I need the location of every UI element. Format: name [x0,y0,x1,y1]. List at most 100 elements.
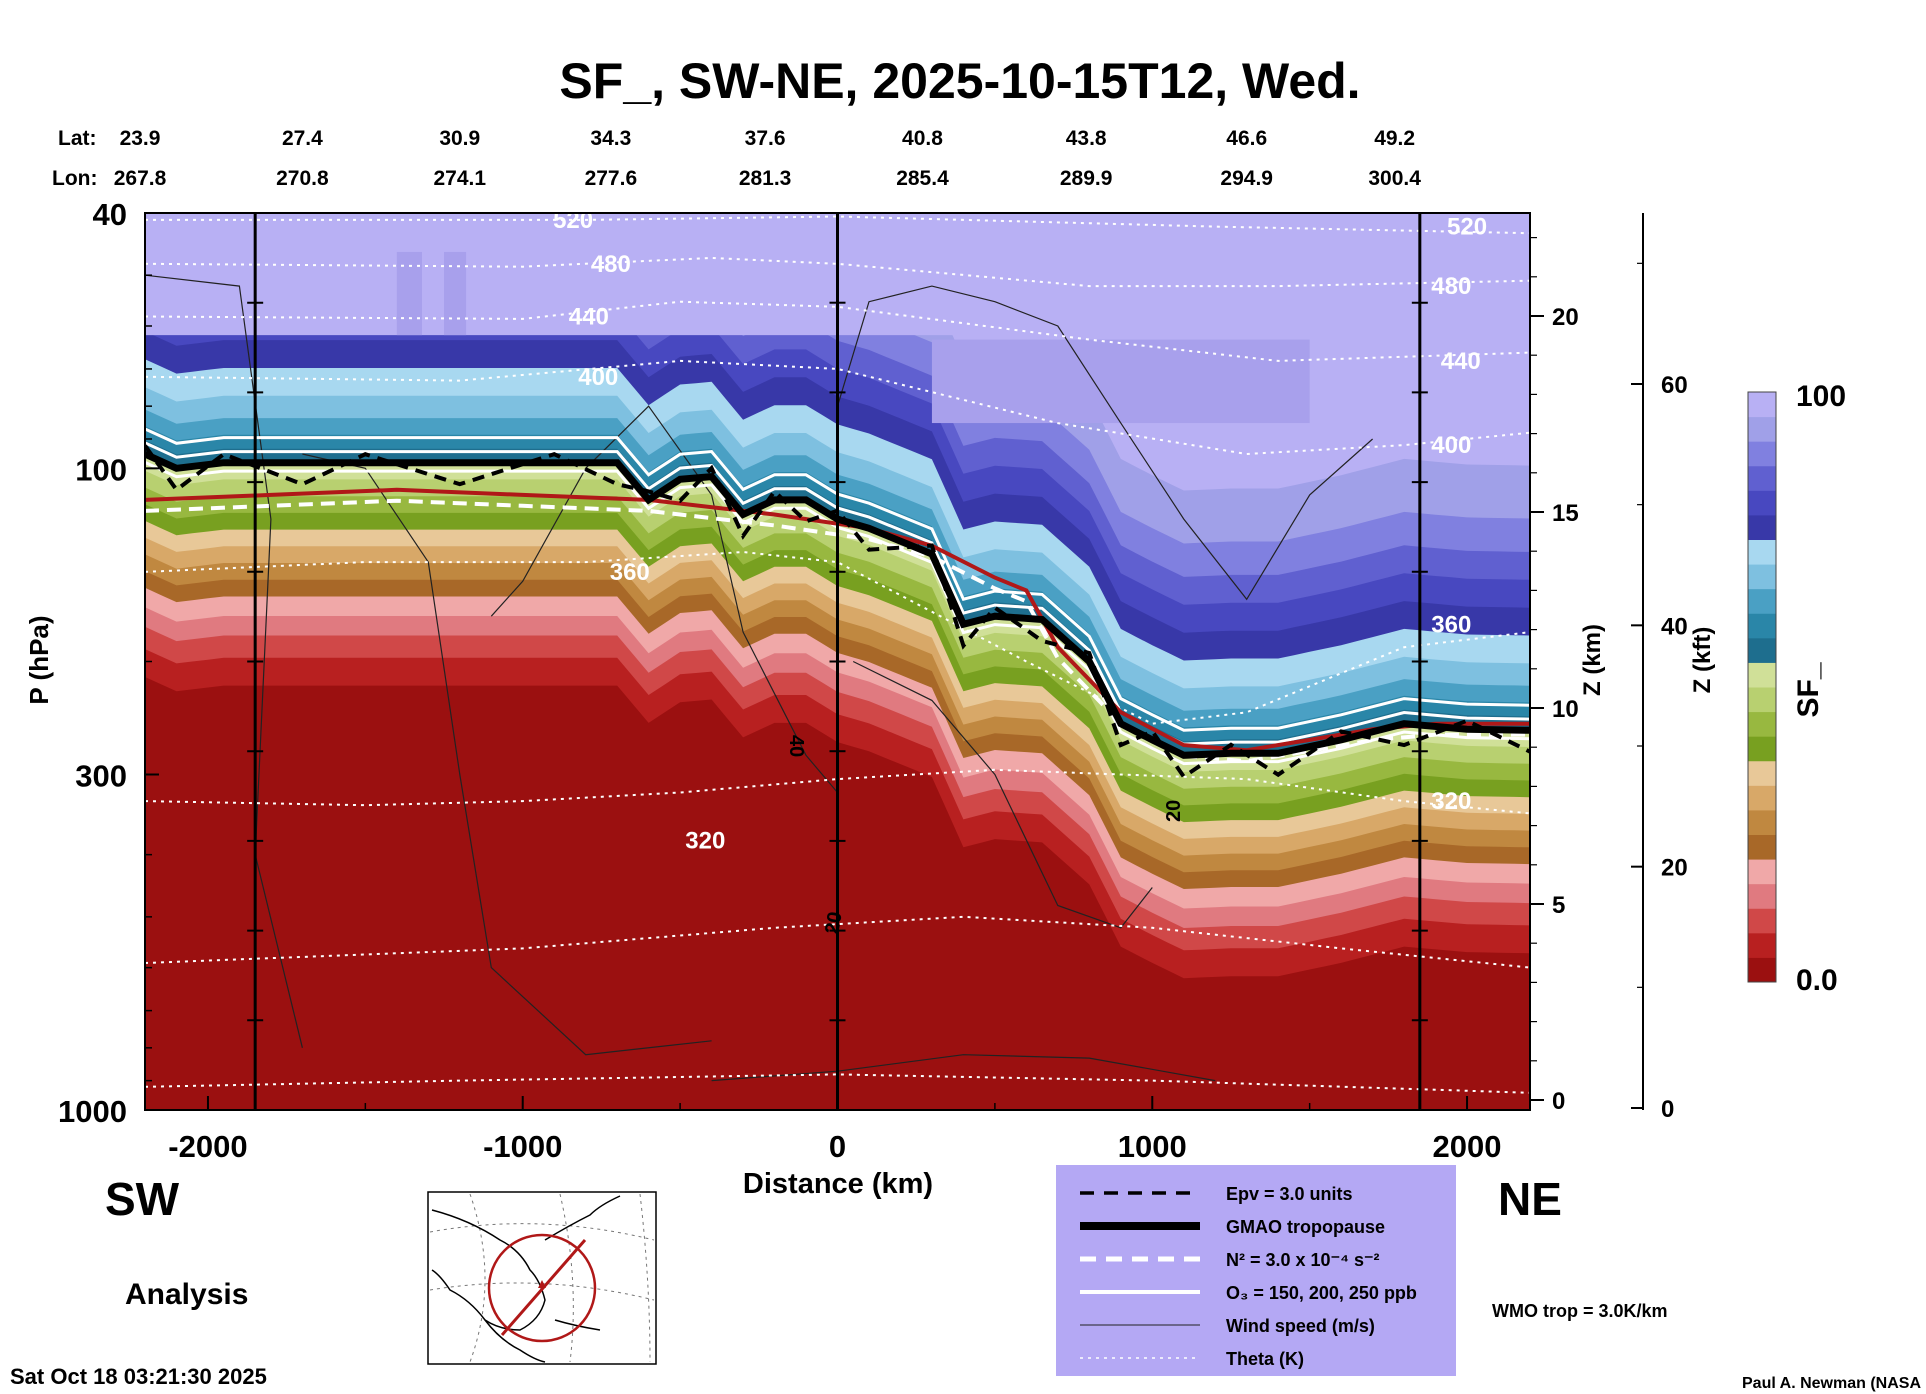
wind-contour [852,660,1153,929]
y-tick-label: 300 [75,758,127,793]
legend-label: Wind speed (m/s) [1226,1316,1375,1336]
lon-value: 294.9 [1220,167,1273,190]
colorbar-swatch [1748,416,1776,442]
theta-label: 440 [1441,348,1481,375]
lat-value: 27.4 [282,127,323,150]
y-axis-pressure: 40 100 300 1000 [58,197,159,1129]
colorbar-swatch [1748,760,1776,786]
z-kft-tick-label: 20 [1661,855,1688,882]
colorbar-swatch [1748,809,1776,835]
lon-value: 300.4 [1368,167,1421,190]
wind-contour [145,274,303,1048]
theta-label: 480 [591,251,631,278]
legend-label: O₃ = 150, 200, 250 ppb [1226,1283,1417,1303]
theta-contour [145,915,1530,969]
colorbar [1747,391,1777,983]
lon-value: 277.6 [585,167,638,190]
sw-label: SW [105,1173,180,1225]
lat-value: 49.2 [1374,127,1415,150]
lat-lon-row: 23.9 267.8 27.4 270.8 30.9 274.1 34.3 277.6 37.6… [114,127,1422,190]
theta-label: 520 [553,207,593,234]
legend-label: Theta (K) [1226,1349,1304,1369]
wind-label-2: 20 [821,910,847,936]
lon-value: 289.9 [1060,167,1113,190]
lon-value: 270.8 [276,167,329,190]
x-axis-label: Distance (km) [743,1168,933,1200]
z-kft-label: Z (kft) [1689,627,1716,694]
colorbar-swatch [1748,687,1776,713]
y-axis-label: P (hPa) [24,615,54,704]
legend-label: Epv = 3.0 units [1226,1184,1353,1204]
legend: Epv = 3.0 units GMAO tropopause N² = 3.0 x… [1056,1165,1456,1376]
wmo-tropopause-line [145,487,1530,753]
y-tick-label: 100 [75,452,127,487]
colorbar-swatch [1748,564,1776,590]
theta-contour [145,300,1530,362]
lat-value: 30.9 [439,127,480,150]
z-km-tick-label: 10 [1552,696,1579,723]
z-kft-tick-label: 60 [1661,372,1688,399]
z-kft-tick-label: 40 [1661,613,1688,640]
z-kft-tick-label: 0 [1661,1096,1674,1123]
y-tick-label: 1000 [58,1094,127,1129]
colorbar-swatch [1748,441,1776,467]
z-km-tick-label: 15 [1552,500,1579,527]
ne-label: NE [1498,1173,1562,1225]
colorbar-swatch [1748,883,1776,909]
x-axis: -2000 -1000 0 1000 2000 [168,1096,1502,1164]
theta-contours [145,215,1530,1094]
colorbar-swatch [1748,785,1776,811]
wmo-label: WMO trop = 3.0K/km [1492,1301,1668,1321]
colorbar-swatch [1748,490,1776,516]
legend-label: GMAO tropopause [1226,1217,1385,1237]
colorbar-label: SF_ [1792,662,1825,717]
theta-label: 320 [685,827,725,854]
x-tick-label: 2000 [1433,1129,1502,1164]
y-axis-z-kft: 60 40 20 0 [1631,213,1688,1123]
credit: Paul A. Newman (NASA [1742,1375,1921,1392]
theta-label: 360 [1431,611,1471,638]
theta-contour [145,550,1530,725]
wind-contour [302,453,712,1056]
x-tick-label: 0 [829,1129,846,1164]
sf-patch [444,251,467,336]
vertical-reference-lines [247,213,1428,1110]
colorbar-swatch [1748,957,1776,983]
globe-map-icon [427,1191,657,1365]
lat-label: Lat: [58,127,97,150]
gmao-tropopause-line [145,450,1530,759]
lon-label: Lon: [52,167,97,190]
colorbar-swatch [1748,662,1776,688]
ozone-label: 20 [1163,800,1185,822]
z-km-tick-label: 0 [1552,1088,1565,1115]
y-tick-label: 40 [93,197,127,232]
x-tick-label: 1000 [1118,1129,1187,1164]
theta-label: 480 [1431,273,1471,300]
lat-value: 43.8 [1066,127,1107,150]
y-axis-z-km: 20 15 10 5 0 [1529,213,1579,1115]
lat-value: 34.3 [590,127,631,150]
colorbar-swatch [1748,834,1776,860]
theta-contour [145,256,1530,288]
theta-label: 440 [569,304,609,331]
theta-label: 360 [610,559,650,586]
theta-label: 320 [1431,788,1471,815]
theta-label: 520 [1447,214,1487,241]
lon-value: 285.4 [896,167,949,190]
lon-value: 267.8 [114,167,167,190]
colorbar-swatch [1748,711,1776,737]
theta-labels: 520 480 440 400 360 320 520 480 440 400 360 320 [553,207,1487,854]
lat-value: 40.8 [902,127,943,150]
colorbar-max: 100 [1796,380,1846,413]
n2-line [145,498,1530,764]
colorbar-frame [1747,391,1777,983]
colorbar-swatch [1748,932,1776,958]
colorbar-swatch [1748,613,1776,639]
theta-contour [145,1073,1530,1094]
theta-label: 400 [578,364,618,391]
x-tick-label: -1000 [483,1129,562,1164]
colorbar-swatch [1748,736,1776,762]
legend-label: N² = 3.0 x 10⁻⁴ s⁻² [1226,1250,1379,1270]
timestamp: Sat Oct 18 03:21:30 2025 [10,1364,267,1389]
chart-title: SF_, SW-NE, 2025-10-15T12, Wed. [559,53,1360,109]
